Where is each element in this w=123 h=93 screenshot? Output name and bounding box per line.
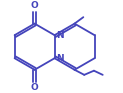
Text: O: O bbox=[31, 1, 38, 11]
Text: O: O bbox=[31, 83, 38, 92]
Text: N: N bbox=[56, 31, 63, 40]
Text: N: N bbox=[56, 54, 63, 63]
